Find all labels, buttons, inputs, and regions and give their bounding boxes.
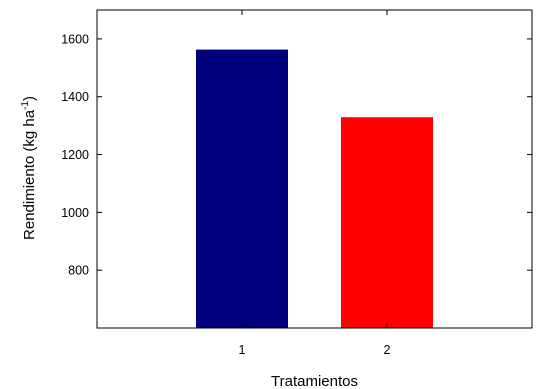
y-tick-label-1000: 1000	[61, 206, 89, 220]
y-axis-label-main: Rendimiento (kg ha	[21, 109, 38, 240]
bar-2	[341, 117, 433, 329]
y-tick-label-1400: 1400	[61, 90, 89, 104]
y-axis-ticks: 800 1000 1200 1400 1600	[61, 32, 532, 278]
x-tick-label-1: 1	[239, 343, 246, 357]
y-axis-label-suffix: )	[21, 96, 38, 101]
bars-group	[196, 49, 433, 329]
y-axis-label-superscript: -1	[20, 101, 31, 110]
x-axis-label: Tratamientos	[271, 373, 358, 389]
y-tick-label-1200: 1200	[61, 148, 89, 162]
y-axis-label: Rendimiento (kg ha-1)	[20, 96, 38, 240]
plot-area-frame	[96, 9, 533, 329]
x-tick-label-2: 2	[384, 343, 391, 357]
y-tick-label-800: 800	[68, 264, 89, 278]
y-tick-label-1600: 1600	[61, 32, 89, 46]
bar-1	[196, 49, 288, 328]
